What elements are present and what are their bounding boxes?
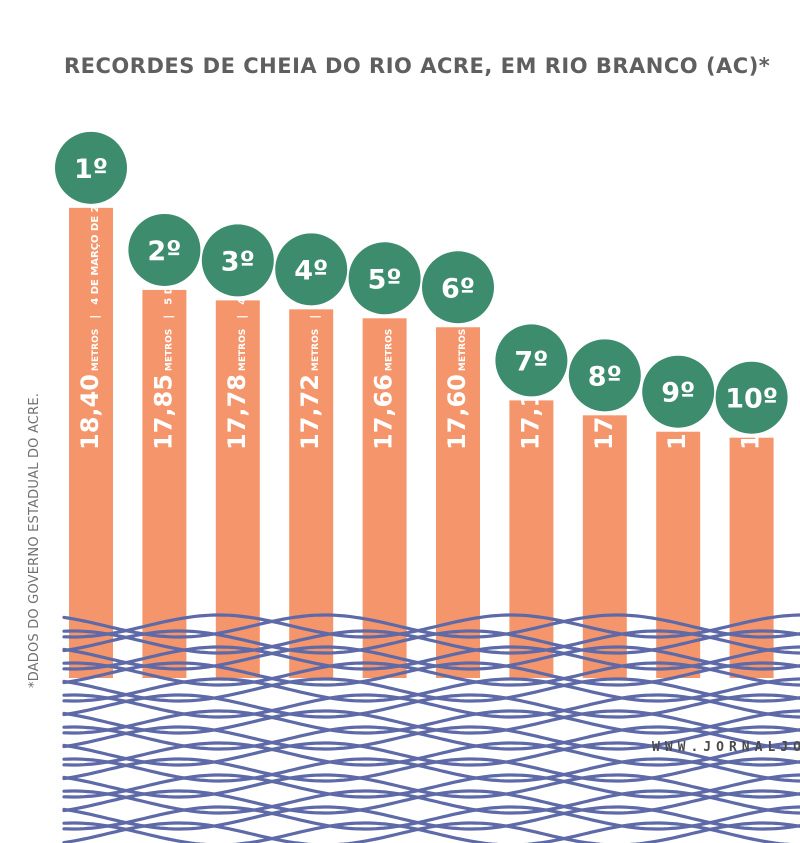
rank-badges: 1º 2º 3º 4º 5º 6º 7º 8º 9º 10º — [55, 131, 788, 434]
rank-badge — [495, 324, 568, 397]
wave-line — [62, 693, 800, 719]
rank-label: 10º — [725, 384, 778, 415]
river-waves — [62, 613, 800, 843]
rank-badge — [348, 242, 421, 315]
rank-badge — [128, 213, 201, 286]
source-note: *DADOS DO GOVERNO ESTADUAL DO ACRE. — [27, 392, 42, 688]
wave-line — [62, 629, 800, 655]
wave-line — [62, 757, 800, 783]
wave-line — [62, 805, 800, 831]
rank-badge — [275, 233, 348, 306]
wave-line — [62, 789, 800, 815]
rank-badge — [201, 224, 274, 297]
bar-value-label: 18,40METROS|4 DE MARÇO DE 2015 — [76, 184, 104, 450]
bar — [69, 207, 113, 678]
rank-label: 4º — [294, 255, 328, 286]
wave-line — [62, 725, 800, 751]
wave-line — [62, 613, 800, 639]
rank-label: 9º — [661, 378, 695, 409]
rank-label: 8º — [588, 361, 622, 392]
bar-value-label: 17,11METROS|17 DE FEVEREIRO DE 1988 — [516, 156, 544, 450]
rank-label: 2º — [147, 236, 181, 267]
rank-label: 7º — [514, 346, 548, 377]
wave-line — [62, 741, 800, 767]
rank-label: 1º — [74, 154, 108, 185]
wave-line — [62, 773, 800, 799]
bar — [362, 318, 407, 678]
bar-value-label: 17,66METROS|14 DE MARÇO DE 1997 — [370, 178, 398, 450]
rank-badge — [568, 339, 641, 412]
rank-label: 6º — [441, 273, 475, 304]
rank-badge — [422, 251, 494, 324]
rank-badge — [642, 355, 715, 428]
rank-label: 3º — [221, 246, 255, 277]
bar — [142, 289, 187, 678]
wave-line — [62, 821, 791, 843]
wave-line — [62, 661, 800, 687]
wave-line — [62, 677, 800, 703]
rank-badge — [55, 131, 127, 204]
wave-line — [62, 821, 800, 843]
rank-badge — [715, 361, 788, 434]
rank-label: 5º — [368, 264, 402, 295]
chart-title: RECORDES DE CHEIA DO RIO ACRE, EM RIO BR… — [64, 54, 771, 78]
website-url: WWW.JORNALJO — [652, 740, 800, 755]
wave-line — [62, 645, 800, 671]
wave-line — [62, 709, 800, 735]
